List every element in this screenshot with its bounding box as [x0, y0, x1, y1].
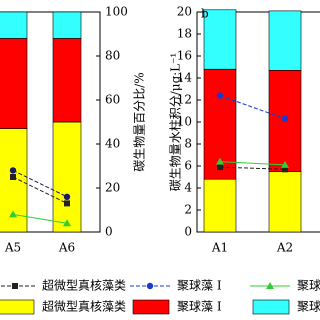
x-tick-label: A5: [4, 241, 21, 255]
legend-label: 聚球: [297, 279, 320, 293]
legend-swatch: [252, 299, 290, 315]
marker: [216, 92, 224, 99]
x-tick-label: A1: [211, 241, 228, 255]
y-axis-label: 碳生物量百分比/%: [133, 72, 147, 171]
y-tick-label: 60: [105, 93, 120, 107]
marker: [63, 219, 71, 227]
y-tick-label: 100: [105, 5, 128, 19]
marker: [216, 157, 224, 165]
x-tick-label: A6: [58, 241, 75, 255]
y-tick-label: 12: [177, 93, 192, 107]
bar-segment: [268, 171, 302, 233]
legend-swatch: [0, 299, 35, 315]
bar-segment: [0, 38, 28, 129]
y-tick-label: 16: [177, 49, 192, 63]
y-tick-label: 0: [184, 225, 192, 239]
marker: [281, 160, 289, 168]
y-tick-label: 20: [105, 181, 120, 195]
bar-segment: [52, 38, 82, 123]
y-tick-label: 8: [184, 137, 192, 151]
bar-segment: [52, 121, 82, 233]
marker: [217, 164, 223, 171]
x-tick-label: A2: [276, 241, 293, 255]
y-tick-label: 2: [184, 203, 192, 217]
bar-segment: [0, 11, 28, 39]
legend-label: 聚球藻 I: [177, 279, 222, 293]
marker: [63, 193, 71, 200]
legend-swatch: [132, 299, 170, 315]
legend-label: 聚球: [297, 300, 320, 314]
y-tick-label: 6: [184, 159, 192, 173]
marker: [266, 282, 274, 289]
line: [219, 166, 286, 170]
y-tick-label: 10: [177, 115, 192, 129]
marker: [10, 174, 16, 180]
legend-label: 聚球藻 I: [177, 300, 222, 314]
plot-frame: [0, 11, 101, 233]
legend-label: 超微型真核藻类: [42, 299, 126, 314]
marker: [9, 210, 17, 218]
bar-segment: [268, 10, 302, 71]
line: [12, 176, 68, 204]
legend-label: 超微型真核藻类: [42, 278, 126, 293]
y-tick-label: 18: [177, 27, 192, 41]
marker: [12, 283, 18, 289]
marker: [9, 167, 17, 174]
y-axis-label: 碳生物量水柱积分/μg·L⁻¹: [168, 53, 183, 191]
bar-segment: [203, 178, 237, 233]
marker: [281, 115, 289, 122]
marker: [64, 200, 70, 207]
line: [219, 95, 286, 120]
panel-label: b: [201, 7, 209, 21]
marker: [282, 166, 288, 173]
y-tick-label: 20: [177, 5, 192, 19]
line: [12, 169, 68, 198]
marker: [146, 282, 154, 290]
y-tick-label: 80: [105, 49, 120, 63]
y-tick-label: 4: [184, 181, 192, 195]
line: [219, 161, 286, 166]
bar-segment: [203, 9, 237, 70]
line: [12, 213, 68, 224]
bar-segment: [52, 11, 82, 39]
y-tick-label: 0: [105, 225, 113, 239]
y-tick-label: 40: [105, 137, 120, 151]
y-tick-label: 14: [177, 71, 193, 85]
